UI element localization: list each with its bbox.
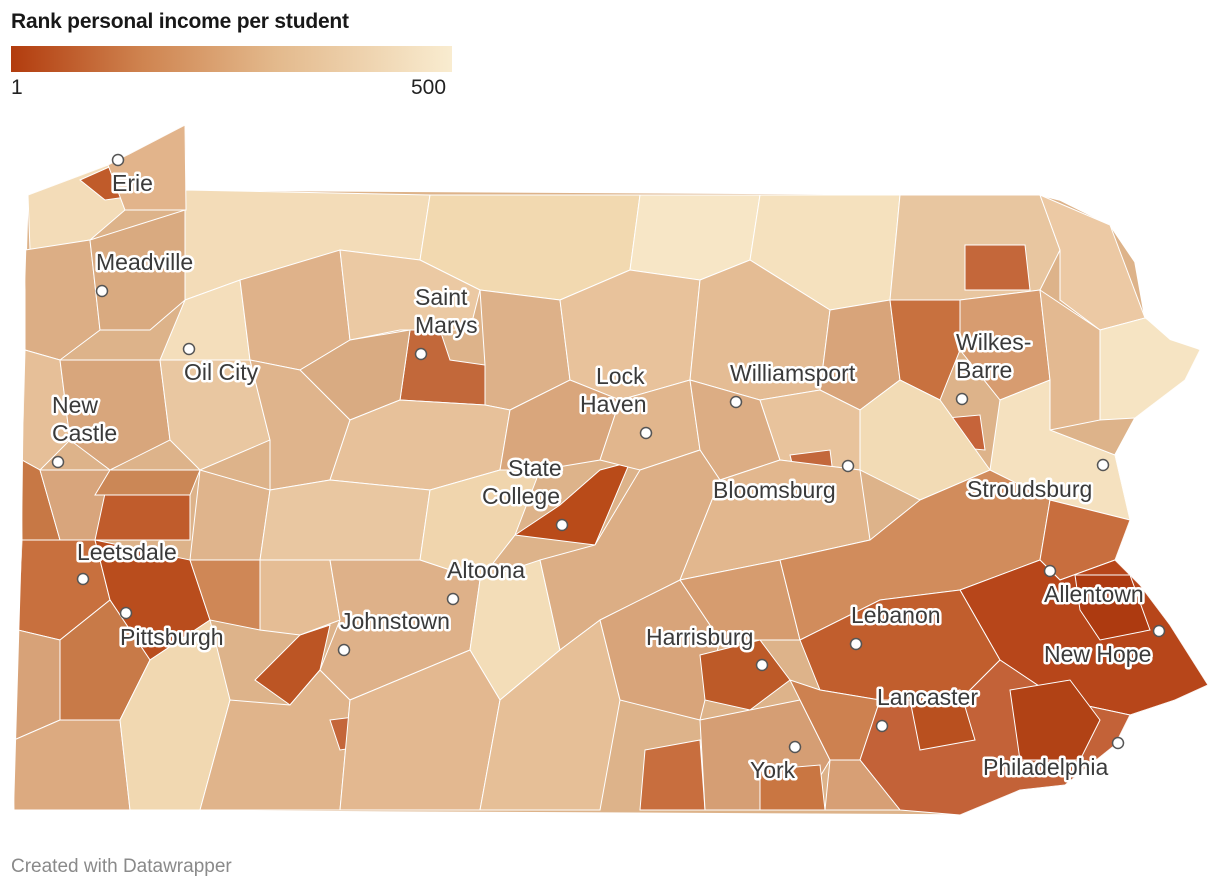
city-dot-wilkes-barre[interactable] — [955, 392, 969, 406]
city-markers — [51, 153, 1166, 754]
city-dot-johnstown[interactable] — [337, 643, 351, 657]
school-district[interactable] — [889, 299, 961, 401]
city-dot-state-college[interactable] — [555, 518, 569, 532]
city-label-bloomsburg: Bloomsburg — [713, 477, 836, 503]
school-district[interactable] — [94, 494, 191, 541]
pennsylvania-map[interactable]: Erie Meadville Saint Marys Oil City New Ca… — [0, 100, 1220, 840]
school-district[interactable] — [14, 719, 131, 811]
city-dot-altoona[interactable] — [446, 592, 460, 606]
school-districts — [14, 125, 1208, 815]
school-district[interactable] — [964, 244, 1031, 291]
city-label-philadelphia: Philadelphia — [983, 754, 1109, 780]
city-dot-stroudsburg[interactable] — [1096, 458, 1110, 472]
color-legend-bar — [11, 46, 452, 72]
city-label-new-hope: New Hope — [1044, 641, 1151, 667]
legend-min-label: 1 — [11, 76, 23, 99]
city-labels: Erie Meadville Saint Marys Oil City New Ca… — [50, 168, 1154, 786]
school-district[interactable] — [254, 624, 331, 706]
school-district[interactable] — [259, 479, 431, 561]
city-dot-leetsdale[interactable] — [76, 572, 90, 586]
city-label-harrisburg: Harrisburg — [646, 624, 753, 650]
city-dot-harrisburg[interactable] — [755, 658, 769, 672]
city-label-wilkes-barre: Wilkes-Barre — [956, 329, 1031, 383]
city-dot-new-castle[interactable] — [51, 455, 65, 469]
school-district[interactable] — [1009, 679, 1101, 761]
legend-max-label: 500 — [411, 76, 447, 99]
school-district[interactable] — [159, 359, 271, 471]
city-dot-lancaster[interactable] — [875, 719, 889, 733]
school-district[interactable] — [1074, 574, 1151, 641]
city-label-stroudsburg: Stroudsburg — [967, 476, 1092, 502]
city-dot-allentown[interactable] — [1043, 564, 1057, 578]
school-district[interactable] — [513, 461, 631, 546]
map-title: Rank personal income per student — [11, 10, 349, 33]
city-dot-york[interactable] — [788, 740, 802, 754]
city-dot-meadville[interactable] — [95, 284, 109, 298]
school-district[interactable] — [259, 559, 341, 636]
school-district[interactable] — [59, 359, 171, 471]
city-dot-saint-marys[interactable] — [414, 347, 428, 361]
city-dot-pittsburgh[interactable] — [119, 606, 133, 620]
school-district[interactable] — [824, 759, 902, 811]
city-label-meadville: Meadville — [96, 249, 193, 275]
city-label-allentown: Allentown — [1044, 581, 1144, 607]
school-district[interactable] — [909, 689, 976, 751]
city-label-state-college: State College — [482, 455, 562, 509]
city-label-oil-city: Oil City — [184, 359, 259, 385]
city-label-lancaster: Lancaster — [877, 684, 978, 710]
city-label-pittsburgh: Pittsburgh — [120, 624, 224, 650]
school-district[interactable] — [679, 559, 801, 641]
school-district[interactable] — [89, 209, 186, 331]
school-district[interactable] — [107, 125, 187, 211]
school-district[interactable] — [1099, 317, 1201, 421]
city-label-leetsdale: Leetsdale — [77, 539, 177, 565]
city-label-johnstown: Johnstown — [340, 608, 450, 634]
city-label-williamsport: Williamsport — [730, 360, 856, 386]
city-dot-lebanon[interactable] — [849, 637, 863, 651]
school-district[interactable] — [639, 739, 706, 811]
city-dot-williamsport[interactable] — [729, 395, 743, 409]
city-label-york: York — [750, 757, 796, 783]
city-label-lock-haven: Lock Haven — [580, 363, 646, 417]
city-dot-new-hope[interactable] — [1152, 624, 1166, 638]
city-label-lebanon: Lebanon — [851, 602, 941, 628]
city-dot-bloomsburg[interactable] — [841, 459, 855, 473]
city-dot-oil-city[interactable] — [182, 342, 196, 356]
city-dot-lock-haven[interactable] — [639, 426, 653, 440]
city-label-erie: Erie — [112, 170, 153, 196]
credit-text: Created with Datawrapper — [11, 856, 232, 877]
city-label-saint-marys: Saint Marys — [415, 284, 478, 338]
city-dot-erie[interactable] — [111, 153, 125, 167]
city-label-new-castle: New Castle — [52, 392, 117, 446]
school-district[interactable] — [699, 639, 791, 711]
city-dot-philadelphia[interactable] — [1111, 736, 1125, 750]
school-district[interactable] — [94, 469, 201, 496]
school-district[interactable] — [1039, 288, 1101, 431]
city-label-altoona: Altoona — [447, 557, 525, 583]
school-district[interactable] — [24, 239, 101, 361]
